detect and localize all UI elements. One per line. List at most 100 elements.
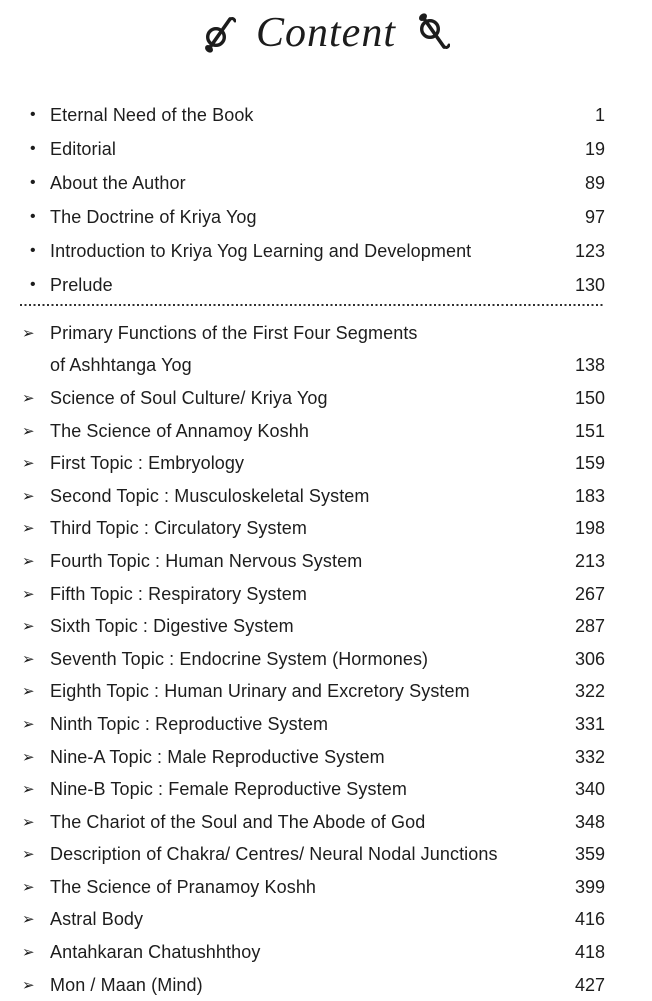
toc-entry-row: ➢ The Science of Pranamoy Koshh 399 <box>22 871 605 904</box>
toc-entry-page: 159 <box>574 453 605 474</box>
toc-entry-title: The Chariot of the Soul and The Abode of… <box>50 811 426 832</box>
toc-entry-title: Prelude <box>50 274 113 295</box>
arrow-bullet-icon: ➢ <box>22 486 35 505</box>
toc-entry-row: ➢ Mon / Maan (Mind) 427 <box>22 969 605 1001</box>
dot-bullet-icon: • <box>30 106 36 123</box>
toc-entry-row: ➢ Fourth Topic : Human Nervous System 213 <box>22 545 605 578</box>
toc-entry-row: of Ashhtanga Yog 138 <box>22 350 605 383</box>
toc-entry-title: Description of Chakra/ Centres/ Neural N… <box>50 844 498 865</box>
toc-entry-title: Eternal Need of the Book <box>50 104 254 125</box>
arrow-bullet-icon: ➢ <box>22 323 35 342</box>
arrow-bullet-icon: ➢ <box>22 388 35 407</box>
toc-entry-row: • About the Author 89 <box>22 166 605 200</box>
toc-entry-row: • Eternal Need of the Book 1 <box>22 98 605 132</box>
toc-entry-title: Nine-A Topic : Male Reproductive System <box>50 746 385 767</box>
toc-entry-title: Eighth Topic : Human Urinary and Excreto… <box>50 681 470 702</box>
toc-entry-row: ➢ Fifth Topic : Respiratory System 267 <box>22 578 605 611</box>
toc-entry-title: Second Topic : Musculoskeletal System <box>50 485 370 506</box>
page-header: Content <box>0 0 652 60</box>
toc-entry-title: Editorial <box>50 138 116 159</box>
toc-entry-page: 97 <box>584 206 605 227</box>
toc-entry-page: 138 <box>574 355 605 376</box>
toc-entry-row: ➢ Eighth Topic : Human Urinary and Excret… <box>22 676 605 709</box>
toc-entry-title: Astral Body <box>50 909 144 930</box>
toc-entry-row: ➢ The Chariot of the Soul and The Abode o… <box>22 806 605 839</box>
toc-entry-row: ➢ Second Topic : Musculoskeletal System 18… <box>22 480 605 513</box>
toc-entry-title: Science of Soul Culture/ Kriya Yog <box>50 387 328 408</box>
toc-entry-row: ➢ Seventh Topic : Endocrine System (Hormo… <box>22 643 605 676</box>
toc-entry-row: ➢ The Science of Annamoy Koshh 151 <box>22 415 605 448</box>
toc-entry-page: 416 <box>574 909 605 930</box>
toc-entry-title: First Topic : Embryology <box>50 453 245 474</box>
dot-bullet-icon: • <box>30 242 36 259</box>
toc-entry-row: ➢ Third Topic : Circulatory System 198 <box>22 513 605 546</box>
toc-entry-title: Fifth Topic : Respiratory System <box>50 583 307 604</box>
arrow-bullet-icon: ➢ <box>22 943 35 962</box>
dot-bullet-icon: • <box>30 174 36 191</box>
toc-entry-row: • Introduction to Kriya Yog Learning and … <box>22 234 605 268</box>
toc-entry-page: 399 <box>574 876 605 897</box>
toc-entry-page: 359 <box>574 844 605 865</box>
flourish-ornament-left-icon <box>202 10 236 56</box>
toc-entry-title: The Doctrine of Kriya Yog <box>50 206 257 227</box>
toc-entry-title: Seventh Topic : Endocrine System (Hormon… <box>50 648 429 669</box>
arrow-bullet-icon: ➢ <box>22 551 35 570</box>
toc-entry-title: Mon / Maan (Mind) <box>50 974 203 995</box>
arrow-bullet-icon: ➢ <box>22 519 35 538</box>
dot-bullet-icon: • <box>30 276 36 293</box>
toc-entry-title: of Ashhtanga Yog <box>50 355 192 376</box>
toc-entry-page: 306 <box>574 648 605 669</box>
arrow-bullet-icon: ➢ <box>22 649 35 668</box>
toc-entry-page: 332 <box>574 746 605 767</box>
toc-entry-page: 322 <box>574 681 605 702</box>
toc-entry-title: Fourth Topic : Human Nervous System <box>50 550 363 571</box>
toc-entry-title: Ninth Topic : Reproductive System <box>50 713 329 734</box>
toc-entry-page: 1 <box>594 104 605 125</box>
toc-entry-title: Third Topic : Circulatory System <box>50 518 307 539</box>
toc-entry-title: Sixth Topic : Digestive System <box>50 616 294 637</box>
toc-entry-row: ➢ Science of Soul Culture/ Kriya Yog 150 <box>22 382 605 415</box>
dot-bullet-icon: • <box>30 208 36 225</box>
toc-entry-page: 151 <box>574 420 605 441</box>
toc-entry-row: ➢ Description of Chakra/ Centres/ Neural … <box>22 839 605 872</box>
toc-entry-row: • Prelude 130 <box>22 268 605 302</box>
page-title: Content <box>256 10 396 56</box>
chapters-list: ➢ Primary Functions of the First Four Seg… <box>0 317 652 1001</box>
toc-entry-row: ➢ Antahkaran Chatushhthoy 418 <box>22 936 605 969</box>
arrow-bullet-icon: ➢ <box>22 714 35 733</box>
arrow-bullet-icon: ➢ <box>22 682 35 701</box>
arrow-bullet-icon: ➢ <box>22 910 35 929</box>
toc-entry-page: 89 <box>584 172 605 193</box>
arrow-bullet-icon: ➢ <box>22 454 35 473</box>
dotted-divider <box>20 304 605 306</box>
arrow-bullet-icon: ➢ <box>22 617 35 636</box>
arrow-bullet-icon: ➢ <box>22 975 35 994</box>
toc-entry-row: ➢ Nine-A Topic : Male Reproductive System… <box>22 741 605 774</box>
toc-entry-title: The Science of Annamoy Koshh <box>50 420 309 441</box>
toc-entry-page: 150 <box>574 387 605 408</box>
arrow-bullet-icon: ➢ <box>22 780 35 799</box>
toc-entry-page: 340 <box>574 779 605 800</box>
toc-entry-page: 427 <box>574 974 605 995</box>
toc-entry-page: 183 <box>574 485 605 506</box>
toc-entry-row: ➢ Primary Functions of the First Four Seg… <box>22 317 605 350</box>
toc-entry-page: 331 <box>574 713 605 734</box>
toc-entry-row: ➢ First Topic : Embryology 159 <box>22 447 605 480</box>
toc-entry-page: 287 <box>574 616 605 637</box>
toc-entry-row: • Editorial 19 <box>22 132 605 166</box>
arrow-bullet-icon: ➢ <box>22 845 35 864</box>
toc-entry-page: 267 <box>574 583 605 604</box>
toc-entry-page: 418 <box>574 942 605 963</box>
toc-entry-title: Primary Functions of the First Four Segm… <box>50 322 418 343</box>
toc-entry-row: ➢ Ninth Topic : Reproductive System 331 <box>22 708 605 741</box>
toc-entry-page: 130 <box>574 274 605 295</box>
flourish-ornament-right-icon <box>416 10 450 56</box>
toc-entry-page: 198 <box>574 518 605 539</box>
toc-entry-row: ➢ Astral Body 416 <box>22 904 605 937</box>
toc-entry-page: 213 <box>574 550 605 571</box>
toc-entry-page: 123 <box>574 240 605 261</box>
toc-entry-title: Introduction to Kriya Yog Learning and D… <box>50 240 472 261</box>
toc-entry-page: 348 <box>574 811 605 832</box>
toc-entry-title: About the Author <box>50 172 186 193</box>
dot-bullet-icon: • <box>30 140 36 157</box>
